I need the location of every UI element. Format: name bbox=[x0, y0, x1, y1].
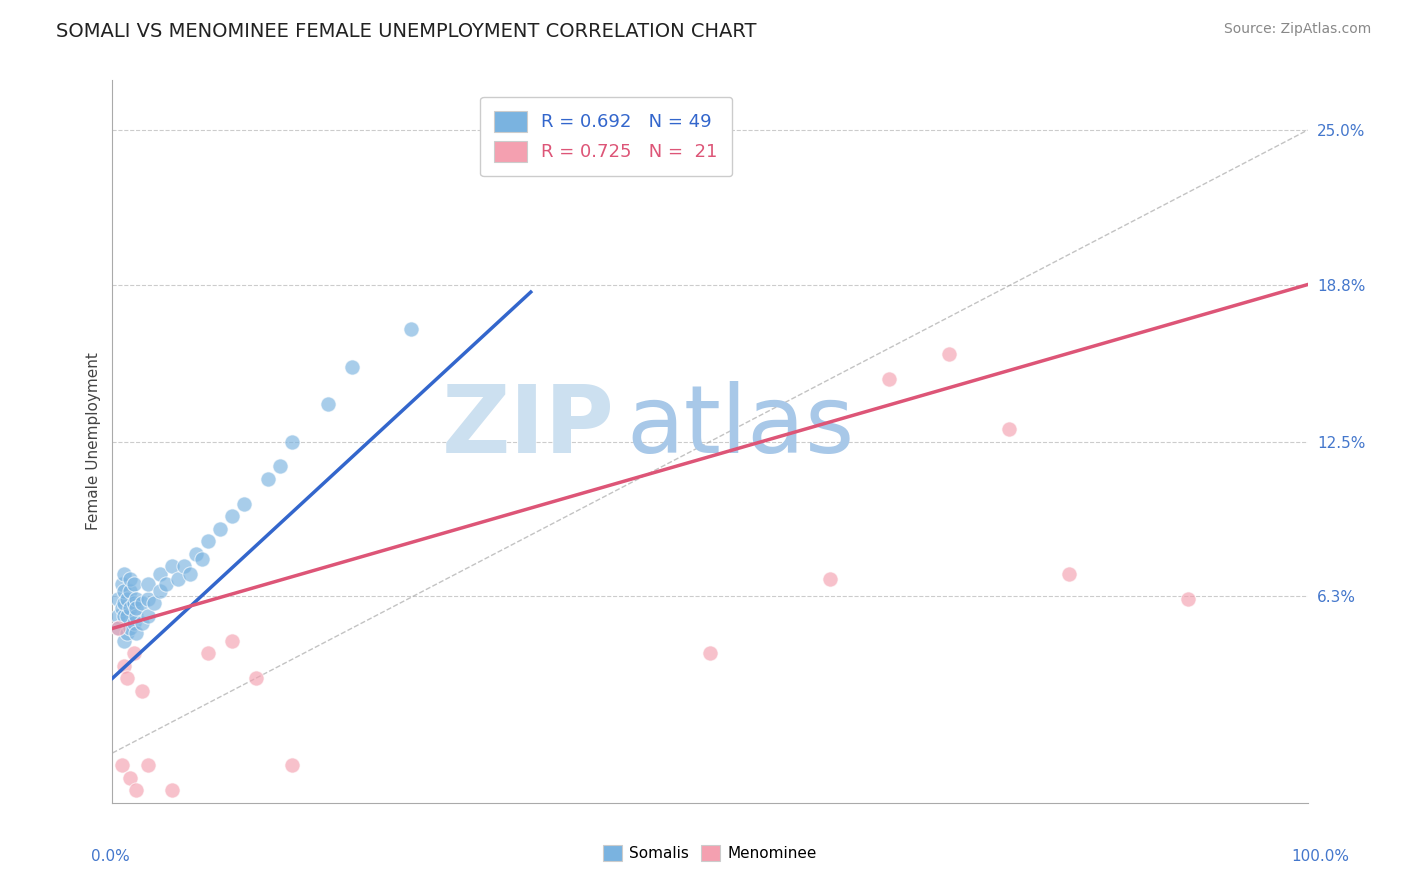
Point bbox=[114, 658, 135, 673]
Point bbox=[818, 572, 841, 586]
Point bbox=[401, 322, 423, 336]
Point bbox=[938, 347, 960, 361]
Point bbox=[699, 646, 721, 660]
Text: Source: ZipAtlas.com: Source: ZipAtlas.com bbox=[1223, 22, 1371, 37]
Point bbox=[221, 633, 243, 648]
Point bbox=[107, 609, 129, 624]
Point bbox=[111, 601, 134, 615]
Point bbox=[115, 671, 138, 685]
Point bbox=[257, 472, 280, 486]
Point bbox=[138, 609, 160, 624]
Y-axis label: Female Unemployment: Female Unemployment bbox=[86, 352, 101, 531]
Point bbox=[115, 609, 138, 624]
Point bbox=[107, 621, 129, 635]
Point bbox=[998, 422, 1021, 436]
Point bbox=[281, 758, 304, 772]
Point bbox=[120, 771, 142, 785]
Point bbox=[115, 591, 138, 606]
Point bbox=[167, 572, 190, 586]
Point bbox=[269, 459, 291, 474]
Point bbox=[197, 646, 219, 660]
Point bbox=[138, 591, 160, 606]
Point bbox=[120, 601, 142, 615]
Point bbox=[138, 576, 160, 591]
Point bbox=[114, 633, 135, 648]
Text: atlas: atlas bbox=[627, 381, 855, 473]
Point bbox=[245, 671, 267, 685]
Point bbox=[131, 616, 153, 631]
Point bbox=[115, 626, 138, 640]
Point bbox=[114, 584, 135, 599]
Point bbox=[209, 522, 232, 536]
Point bbox=[233, 497, 256, 511]
Legend: Somalis, Menominee: Somalis, Menominee bbox=[598, 839, 823, 867]
Text: SOMALI VS MENOMINEE FEMALE UNEMPLOYMENT CORRELATION CHART: SOMALI VS MENOMINEE FEMALE UNEMPLOYMENT … bbox=[56, 22, 756, 41]
Point bbox=[125, 591, 148, 606]
Point bbox=[131, 597, 153, 611]
Point bbox=[125, 783, 148, 797]
Point bbox=[107, 621, 129, 635]
Point bbox=[191, 551, 214, 566]
Point bbox=[114, 609, 135, 624]
Point bbox=[131, 683, 153, 698]
Text: ZIP: ZIP bbox=[441, 381, 614, 473]
Point bbox=[114, 566, 135, 581]
Text: 100.0%: 100.0% bbox=[1292, 849, 1350, 863]
Point bbox=[179, 566, 201, 581]
Point bbox=[111, 758, 134, 772]
Point bbox=[107, 591, 129, 606]
Point bbox=[1177, 591, 1199, 606]
Point bbox=[111, 576, 134, 591]
Point bbox=[162, 559, 183, 574]
Point bbox=[125, 626, 148, 640]
Point bbox=[155, 576, 177, 591]
Point bbox=[149, 566, 172, 581]
Point bbox=[120, 572, 142, 586]
Point bbox=[122, 646, 145, 660]
Point bbox=[122, 597, 145, 611]
Text: 0.0%: 0.0% bbox=[91, 849, 131, 863]
Point bbox=[122, 576, 145, 591]
Point bbox=[281, 434, 304, 449]
Point bbox=[125, 609, 148, 624]
Point bbox=[125, 601, 148, 615]
Point bbox=[162, 783, 183, 797]
Point bbox=[114, 597, 135, 611]
Point bbox=[316, 397, 339, 411]
Point bbox=[138, 758, 160, 772]
Point bbox=[122, 616, 145, 631]
Point bbox=[879, 372, 901, 386]
Point bbox=[186, 547, 208, 561]
Point bbox=[120, 584, 142, 599]
Point bbox=[120, 621, 142, 635]
Point bbox=[1057, 566, 1080, 581]
Point bbox=[143, 597, 166, 611]
Point bbox=[197, 534, 219, 549]
Point bbox=[173, 559, 195, 574]
Point bbox=[221, 509, 243, 524]
Point bbox=[340, 359, 363, 374]
Point bbox=[149, 584, 172, 599]
